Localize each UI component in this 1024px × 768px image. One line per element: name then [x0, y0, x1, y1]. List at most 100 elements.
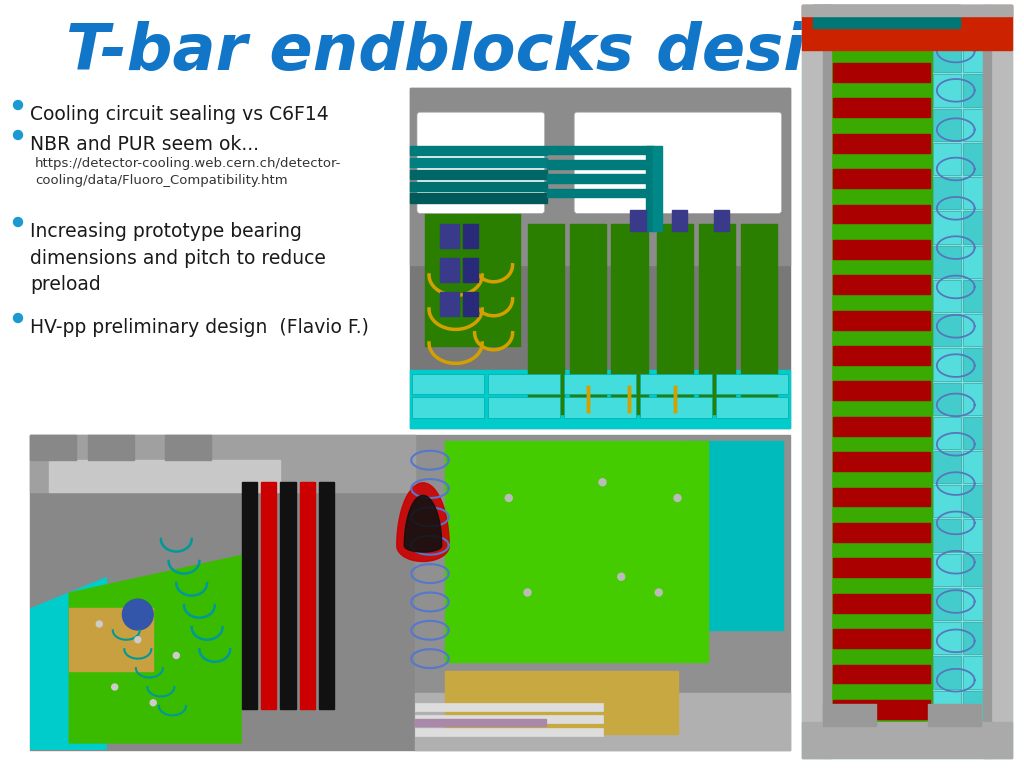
- Bar: [933, 109, 961, 141]
- Bar: [410, 157, 547, 167]
- Bar: [488, 373, 560, 394]
- Bar: [834, 594, 930, 613]
- Bar: [49, 460, 281, 492]
- Bar: [933, 40, 961, 72]
- Bar: [415, 435, 790, 750]
- Bar: [963, 417, 990, 449]
- Bar: [165, 435, 211, 460]
- Bar: [802, 5, 1012, 16]
- Bar: [834, 204, 930, 223]
- Bar: [714, 210, 729, 231]
- Bar: [963, 690, 990, 723]
- Bar: [672, 210, 687, 231]
- Bar: [991, 5, 1012, 758]
- Bar: [445, 671, 678, 734]
- Bar: [963, 348, 990, 380]
- Circle shape: [135, 637, 141, 643]
- Bar: [963, 246, 990, 278]
- Bar: [834, 63, 930, 82]
- Bar: [834, 240, 930, 259]
- Bar: [933, 519, 961, 551]
- Bar: [716, 373, 788, 394]
- Bar: [933, 622, 961, 654]
- Circle shape: [617, 573, 625, 581]
- Bar: [834, 700, 930, 719]
- Circle shape: [123, 599, 154, 630]
- Bar: [933, 657, 961, 689]
- Text: NBR and PUR seem ok...: NBR and PUR seem ok...: [30, 135, 259, 154]
- Bar: [933, 417, 961, 449]
- Bar: [564, 397, 636, 418]
- Bar: [611, 224, 647, 415]
- Bar: [933, 246, 961, 278]
- FancyBboxPatch shape: [417, 112, 545, 214]
- Bar: [834, 28, 930, 46]
- Bar: [30, 435, 76, 460]
- Circle shape: [13, 131, 23, 140]
- Bar: [488, 397, 560, 418]
- Bar: [645, 146, 654, 231]
- Circle shape: [505, 495, 512, 502]
- Circle shape: [13, 217, 23, 227]
- Text: HV-pp preliminary design  (Flavio F.): HV-pp preliminary design (Flavio F.): [30, 318, 369, 337]
- Bar: [281, 482, 296, 709]
- Bar: [963, 6, 990, 38]
- Bar: [802, 722, 1012, 758]
- Bar: [933, 554, 961, 586]
- Bar: [834, 664, 930, 684]
- Bar: [242, 482, 257, 709]
- Bar: [410, 370, 790, 428]
- Bar: [802, 5, 823, 758]
- Bar: [834, 629, 930, 648]
- Bar: [425, 210, 520, 346]
- Bar: [410, 170, 547, 179]
- Circle shape: [524, 589, 531, 596]
- Bar: [963, 382, 990, 415]
- Polygon shape: [69, 554, 242, 743]
- Bar: [933, 588, 961, 620]
- Bar: [963, 143, 990, 175]
- Bar: [963, 588, 990, 620]
- Bar: [812, 5, 959, 28]
- Bar: [653, 146, 662, 231]
- Bar: [983, 5, 991, 758]
- Bar: [802, 5, 1012, 50]
- Bar: [963, 657, 990, 689]
- Bar: [410, 146, 547, 155]
- Bar: [299, 482, 315, 709]
- Bar: [963, 725, 990, 757]
- Bar: [933, 314, 961, 346]
- Bar: [640, 373, 712, 394]
- Bar: [834, 169, 930, 188]
- Bar: [547, 174, 653, 183]
- Bar: [933, 451, 961, 483]
- Bar: [412, 397, 484, 418]
- Bar: [631, 210, 645, 231]
- Bar: [564, 373, 636, 394]
- Bar: [823, 5, 831, 758]
- Bar: [415, 719, 546, 727]
- Bar: [834, 134, 930, 153]
- Bar: [933, 6, 961, 38]
- Bar: [640, 397, 712, 418]
- Text: Cooling circuit sealing vs C6F14: Cooling circuit sealing vs C6F14: [30, 105, 329, 124]
- Text: https://detector-cooling.web.cern.ch/detector-
cooling/data/Fluoro_Compatibility: https://detector-cooling.web.cern.ch/det…: [35, 157, 341, 187]
- Bar: [963, 451, 990, 483]
- Bar: [463, 258, 478, 282]
- Bar: [834, 523, 930, 542]
- Bar: [933, 74, 961, 107]
- Bar: [412, 373, 484, 394]
- Bar: [834, 346, 930, 365]
- Bar: [440, 292, 460, 316]
- Circle shape: [13, 101, 23, 110]
- Bar: [698, 224, 735, 415]
- Bar: [963, 280, 990, 312]
- Bar: [963, 177, 990, 210]
- Bar: [410, 88, 790, 428]
- Bar: [963, 554, 990, 586]
- Bar: [834, 98, 930, 118]
- Circle shape: [112, 684, 118, 690]
- Bar: [415, 694, 790, 750]
- Circle shape: [674, 495, 681, 502]
- Bar: [963, 622, 990, 654]
